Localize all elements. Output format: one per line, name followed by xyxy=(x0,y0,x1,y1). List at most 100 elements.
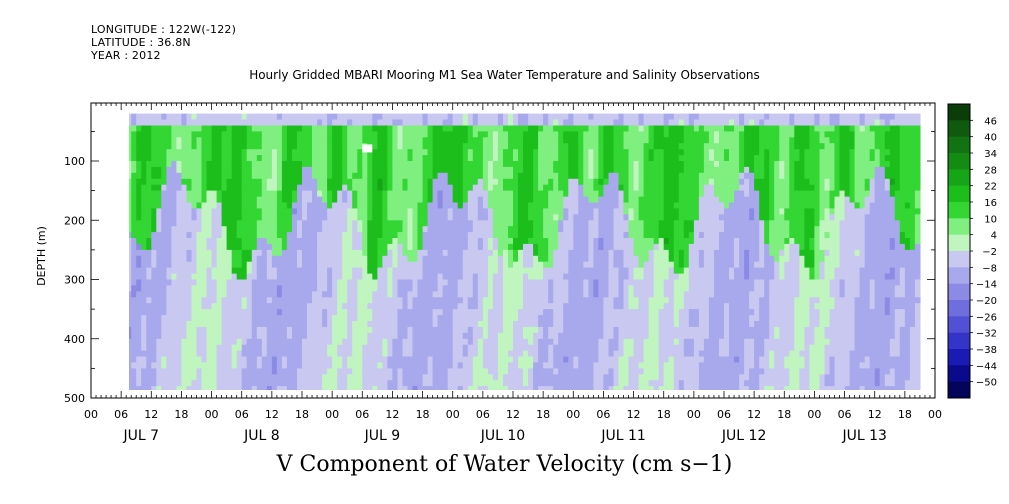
field-cell xyxy=(332,243,338,251)
field-cell xyxy=(332,368,338,375)
field-cell xyxy=(271,362,278,369)
field-cell xyxy=(608,214,615,221)
field-cell xyxy=(302,243,308,251)
field-cell xyxy=(281,172,288,180)
field-cell xyxy=(352,131,358,138)
field-cell xyxy=(131,309,137,316)
field-cell xyxy=(422,172,429,180)
field-cell xyxy=(437,279,444,287)
field-cell xyxy=(643,214,650,221)
field-cell xyxy=(402,285,409,292)
field-cell xyxy=(372,214,378,221)
field-cell xyxy=(146,285,152,292)
field-cell xyxy=(583,285,589,292)
field-cell xyxy=(146,309,152,316)
field-cell xyxy=(452,273,459,281)
field-cell xyxy=(412,137,419,144)
field-cell xyxy=(382,255,389,263)
field-cell xyxy=(382,326,389,334)
field-cell xyxy=(156,315,162,322)
field-cell xyxy=(201,279,208,287)
field-cell xyxy=(467,131,474,138)
field-cell xyxy=(422,243,429,251)
field-cell xyxy=(256,279,263,287)
field-cell xyxy=(146,315,152,322)
field-cell xyxy=(513,232,519,239)
field-cell xyxy=(452,332,459,340)
field-cell xyxy=(131,291,137,298)
field-cell xyxy=(266,315,273,322)
field-cell xyxy=(129,243,132,251)
field-cell xyxy=(503,172,509,180)
field-cell xyxy=(497,332,504,340)
field-cell xyxy=(578,297,584,304)
field-cell xyxy=(292,374,298,381)
field-cell xyxy=(151,202,157,210)
field-cell xyxy=(362,261,368,269)
field-cell xyxy=(628,178,635,186)
field-cell xyxy=(578,172,584,180)
field-cell xyxy=(271,297,278,304)
field-cell xyxy=(327,350,333,358)
field-cell xyxy=(372,356,378,364)
field-cell xyxy=(181,208,188,215)
field-cell xyxy=(387,131,394,138)
field-cell xyxy=(136,161,142,168)
field-cell xyxy=(518,255,524,263)
field-cell xyxy=(171,137,178,144)
field-cell xyxy=(312,172,318,180)
field-cell xyxy=(337,125,343,133)
field-cell xyxy=(337,356,343,364)
field-cell xyxy=(251,184,258,192)
field-cell xyxy=(337,338,343,346)
field-cell xyxy=(297,326,303,334)
field-cell xyxy=(171,350,178,358)
field-cell xyxy=(402,166,409,174)
field-cell xyxy=(648,214,655,221)
field-cell xyxy=(196,214,203,221)
field-cell xyxy=(457,178,464,186)
field-cell xyxy=(302,332,308,340)
field-cell xyxy=(342,273,348,281)
field-cell xyxy=(297,196,303,204)
field-cell xyxy=(518,285,524,292)
field-cell xyxy=(377,267,384,275)
field-cell xyxy=(422,214,429,221)
field-cell xyxy=(387,184,394,192)
field-cell xyxy=(161,208,167,215)
field-cell xyxy=(608,113,615,121)
field-cell xyxy=(191,143,198,150)
field-cell xyxy=(166,249,173,257)
field-cell xyxy=(221,202,228,210)
field-cell xyxy=(588,137,595,144)
field-cell xyxy=(307,350,313,358)
field-cell xyxy=(231,374,238,381)
field-cell xyxy=(342,119,348,127)
field-cell xyxy=(191,261,198,269)
field-cell xyxy=(648,149,655,156)
field-cell xyxy=(648,166,655,174)
field-cell xyxy=(543,326,549,334)
field-cell xyxy=(231,362,238,369)
field-cell xyxy=(447,208,454,215)
field-cell xyxy=(417,238,424,245)
field-cell xyxy=(276,172,283,180)
field-cell xyxy=(281,161,288,168)
field-cell xyxy=(131,202,137,210)
field-cell xyxy=(603,172,610,180)
field-cell xyxy=(372,184,378,192)
field-cell xyxy=(236,249,243,257)
field-cell xyxy=(367,309,373,316)
field-cell xyxy=(487,143,494,150)
field-cell xyxy=(166,214,173,221)
field-cell xyxy=(553,202,559,210)
field-cell xyxy=(186,131,193,138)
field-cell xyxy=(397,321,404,328)
field-cell xyxy=(266,243,273,251)
field-cell xyxy=(578,356,584,364)
field-cell xyxy=(533,220,539,227)
field-cell xyxy=(492,273,499,281)
field-cell xyxy=(492,226,499,233)
field-cell xyxy=(543,178,549,186)
field-cell xyxy=(608,303,615,310)
